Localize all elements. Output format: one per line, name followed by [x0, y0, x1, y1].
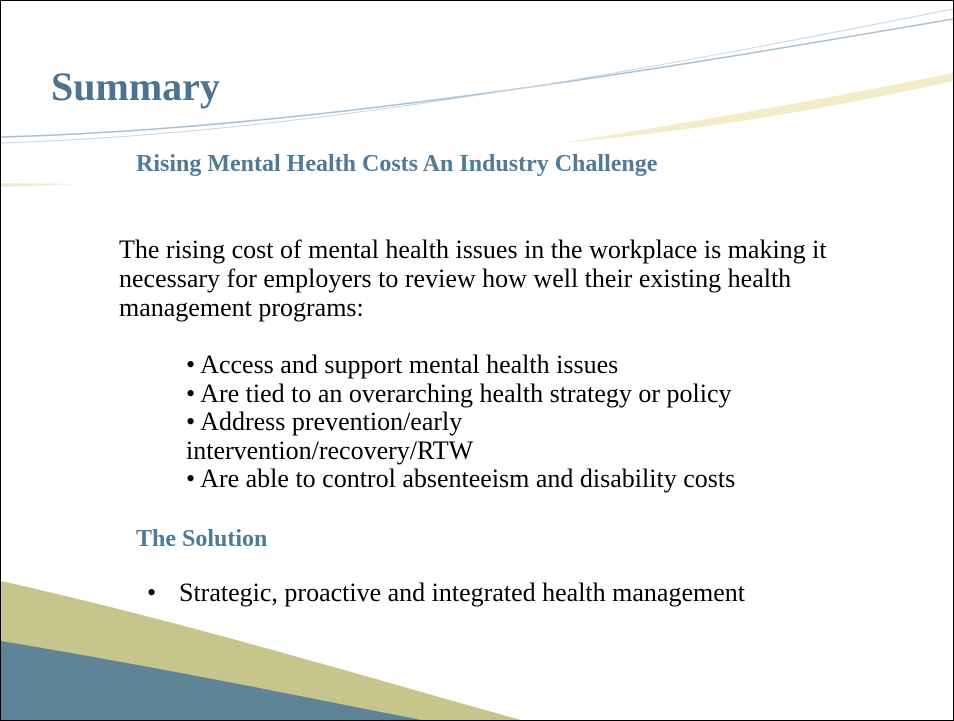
bullet-item: • Are tied to an overarching health stra…	[186, 378, 732, 408]
bullet-item: • Address prevention/early intervention/…	[186, 407, 474, 465]
blue-shape	[1, 641, 421, 720]
solution-heading: The Solution	[136, 526, 268, 552]
paragraph: The rising cost of mental health issues …	[119, 235, 827, 322]
solution-item: Strategic, proactive and integrated heal…	[179, 578, 745, 607]
swoosh	[561, 73, 953, 143]
bullet-item: • Are able to control absenteeism and di…	[186, 464, 736, 493]
bullet-marker: •	[147, 578, 157, 607]
curve-line	[1, 8, 953, 144]
title: Summary	[51, 64, 220, 109]
swoosh	[1, 183, 81, 187]
bullet-item: • Access and support mental health issue…	[186, 350, 619, 379]
curve-line	[1, 18, 953, 138]
bullet-list: • Access and support mental health issue…	[186, 350, 736, 494]
subtitle: Rising Mental Health Costs An Industry C…	[136, 151, 658, 177]
